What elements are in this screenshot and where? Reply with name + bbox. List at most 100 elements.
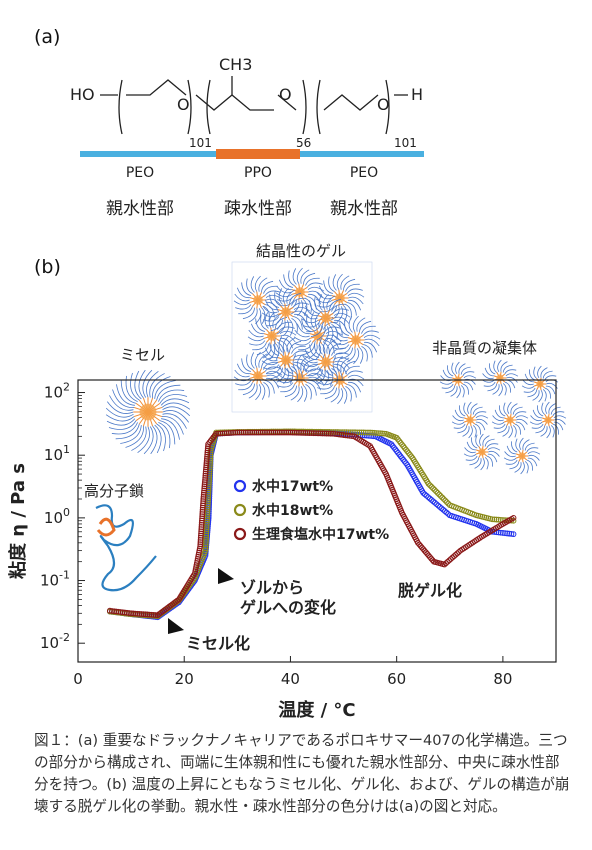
data-point <box>338 431 345 438</box>
data-point <box>489 516 496 523</box>
data-point <box>251 429 258 436</box>
data-point <box>327 430 334 437</box>
data-point <box>203 466 209 473</box>
data-point <box>317 430 324 437</box>
data-point <box>203 464 209 471</box>
data-point <box>148 611 155 618</box>
data-point <box>201 481 208 488</box>
data-point <box>217 430 224 437</box>
data-point <box>304 430 311 436</box>
data-point <box>293 429 300 436</box>
h-text: H <box>411 85 423 104</box>
y-tick-label: 101 <box>44 443 70 464</box>
data-point <box>106 607 113 614</box>
data-point <box>434 490 441 496</box>
data-point <box>203 458 210 464</box>
subscript-n2: 56 <box>296 136 311 150</box>
data-point <box>499 530 506 536</box>
data-point <box>142 611 149 618</box>
gel-micelle <box>233 275 283 325</box>
data-point <box>436 491 443 498</box>
y-tick-label: 100 <box>44 506 70 527</box>
data-point <box>428 497 435 503</box>
data-point <box>200 491 207 498</box>
x-axis-label: 温度 / °C <box>278 699 355 721</box>
data-point <box>291 429 298 436</box>
micelle-label: ミセル <box>120 346 166 364</box>
data-point <box>253 429 260 436</box>
data-point <box>201 479 208 486</box>
data-point <box>128 610 135 617</box>
data-point <box>202 468 209 475</box>
data-point <box>440 506 447 513</box>
aggregate-micelle <box>491 401 529 439</box>
x-tick-label: 80 <box>493 670 512 688</box>
data-point <box>119 609 126 616</box>
data-point <box>367 429 374 436</box>
peo-bar-right <box>300 151 424 157</box>
data-point <box>144 611 151 618</box>
degel-annotation: 脱ゲル化 <box>398 581 463 600</box>
data-point <box>223 430 230 437</box>
data-point <box>442 497 449 504</box>
data-point <box>431 499 438 506</box>
data-point <box>247 429 253 436</box>
data-point <box>221 430 228 437</box>
data-point <box>262 429 268 436</box>
data-point <box>268 429 275 436</box>
data-point <box>435 502 442 509</box>
data-point <box>203 535 210 542</box>
data-point <box>443 499 450 505</box>
aggregate-micelle <box>451 401 489 439</box>
crystal-gel-label: 結晶性のゲル <box>256 242 347 260</box>
micellization-arrow <box>168 618 184 634</box>
data-point <box>426 495 433 502</box>
data-point <box>342 432 349 439</box>
data-point <box>310 430 317 437</box>
data-point <box>510 514 517 521</box>
data-point <box>302 430 309 436</box>
amorphous-illustration <box>439 359 567 475</box>
data-point <box>495 516 502 523</box>
data-point <box>202 477 208 483</box>
crystal-gel-illustration <box>231 261 381 413</box>
data-point <box>325 430 332 437</box>
data-point <box>438 505 445 512</box>
x-tick-label: 40 <box>281 670 300 688</box>
chemical-structure: HO O CH3 O O H 101 56 101 <box>70 55 424 159</box>
data-point <box>361 432 368 439</box>
plot-frame <box>77 379 557 663</box>
data-point <box>204 445 211 452</box>
o3-text: O <box>377 95 390 114</box>
data-point <box>366 432 372 439</box>
data-point <box>428 483 435 490</box>
data-point <box>232 429 239 436</box>
data-point <box>202 472 209 479</box>
data-point <box>234 429 241 436</box>
data-point <box>436 503 443 510</box>
data-point <box>306 430 313 436</box>
data-point <box>203 456 210 462</box>
data-point <box>437 493 444 499</box>
sol-gel-annotation: ゾルから ゲルへの変化 <box>240 578 336 618</box>
subscript-n3: 101 <box>394 136 417 150</box>
legend-marker <box>233 503 247 517</box>
data-point <box>491 516 498 523</box>
data-point <box>204 447 211 454</box>
legend-label: 水中17wt% <box>252 478 333 495</box>
segment-name-2: PPO <box>244 165 272 181</box>
legend-marker <box>233 479 247 493</box>
data-point <box>308 430 315 437</box>
polymer-chain-illustration <box>95 504 157 592</box>
data-point <box>152 612 159 618</box>
gel-micelle <box>261 335 311 385</box>
segment-role-3: 親水性部 <box>330 199 398 219</box>
data-point <box>283 429 290 436</box>
legend-marker <box>233 527 247 541</box>
data-point <box>427 482 433 489</box>
data-point <box>270 429 277 436</box>
legend-label: 水中18wt% <box>252 502 333 519</box>
data-point <box>259 429 266 436</box>
data-point <box>330 430 336 437</box>
data-point <box>433 501 440 508</box>
